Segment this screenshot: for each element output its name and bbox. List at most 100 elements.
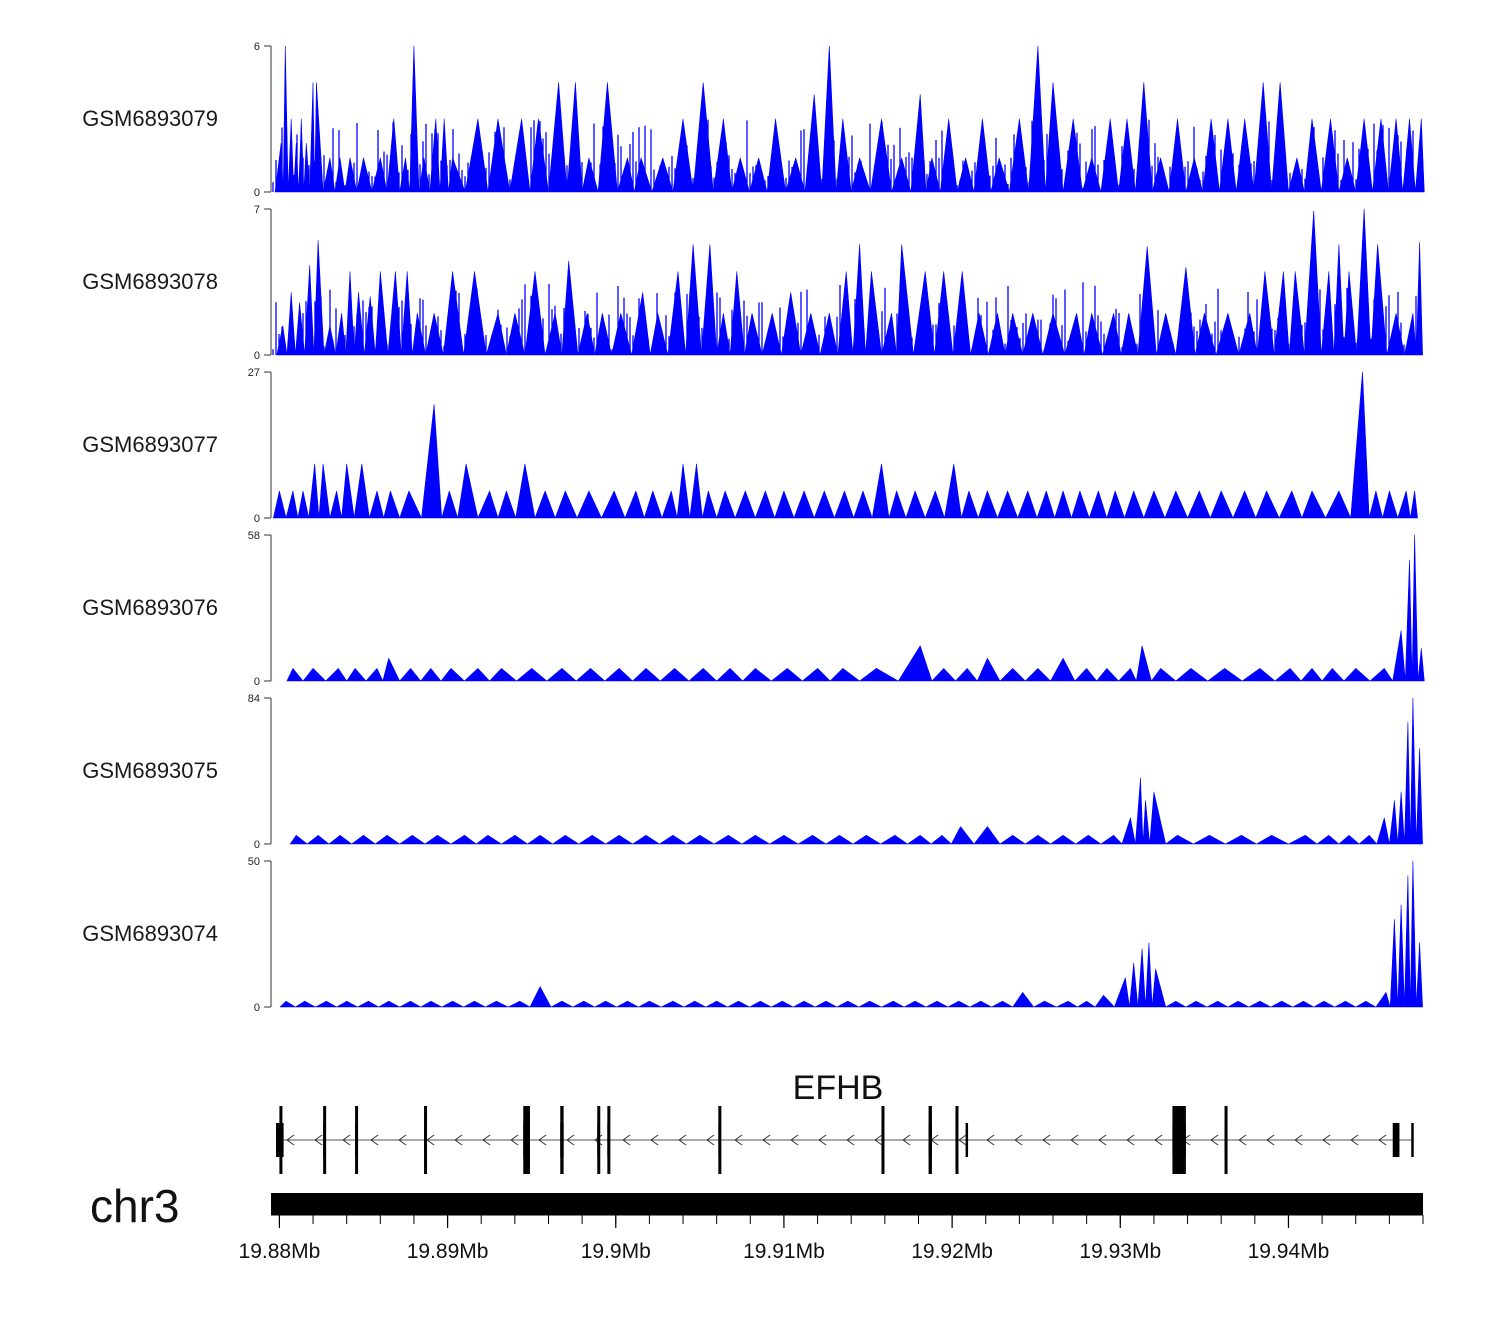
- strand-chevron: [1266, 1134, 1275, 1146]
- cds-exon: [355, 1106, 359, 1174]
- track-label: GSM6893074: [82, 921, 218, 946]
- cds-exon: [597, 1106, 601, 1174]
- strand-chevron: [622, 1134, 631, 1146]
- y-tick-label-min: 0: [254, 350, 260, 362]
- cds-exon: [424, 1106, 428, 1174]
- strand-chevron: [1098, 1134, 1107, 1146]
- strand-chevron: [1294, 1134, 1303, 1146]
- chromosome-bar: [271, 1193, 1423, 1215]
- coverage-spikes: [272, 282, 1420, 355]
- track-GSM6893077: GSM6893077 27 0: [82, 367, 1418, 525]
- y-tick-label-max: 84: [248, 693, 260, 705]
- strand-chevron: [762, 1134, 771, 1146]
- coverage-area: [274, 45, 1425, 193]
- y-tick-label-min: 0: [254, 187, 260, 199]
- utr-exon: [1392, 1123, 1400, 1157]
- strand-chevron: [1238, 1134, 1247, 1146]
- cds-exon: [523, 1106, 530, 1174]
- strand-chevron: [1350, 1134, 1359, 1146]
- strand-chevron: [790, 1134, 799, 1146]
- y-tick-label-max: 27: [248, 367, 260, 379]
- y-tick-label-min: 0: [254, 513, 260, 525]
- x-tick-label: 19.93Mb: [1079, 1240, 1161, 1263]
- strand-chevron: [874, 1134, 883, 1146]
- cds-exon: [1172, 1106, 1186, 1174]
- y-tick-label-max: 6: [254, 41, 260, 53]
- x-tick-label: 19.9Mb: [581, 1240, 651, 1263]
- strand-chevron: [566, 1134, 575, 1146]
- y-tick-label-max: 58: [248, 530, 260, 542]
- genome-axis: chr3 19.88Mb 19.89Mb 19.9Mb 19.91Mb 19.92Mb 1…: [90, 1180, 1424, 1263]
- x-tick-label: 19.91Mb: [743, 1240, 825, 1263]
- strand-chevron: [1378, 1134, 1387, 1146]
- coverage-spikes: [272, 119, 1420, 192]
- strand-chevrons: [286, 1134, 1387, 1146]
- y-tick-label-min: 0: [254, 1002, 260, 1014]
- x-tick-label: 19.92Mb: [911, 1240, 993, 1263]
- utr-exon: [1411, 1123, 1414, 1157]
- track-label: GSM6893078: [82, 269, 218, 294]
- strand-chevron: [958, 1134, 967, 1146]
- cds-exon: [955, 1106, 959, 1174]
- cds-exon: [323, 1106, 327, 1174]
- cds-exon: [718, 1106, 722, 1174]
- strand-chevron: [314, 1134, 323, 1146]
- strand-chevron: [454, 1134, 463, 1146]
- coverage-area: [286, 534, 1425, 682]
- y-tick-label-min: 0: [254, 676, 260, 688]
- strand-chevron: [510, 1134, 519, 1146]
- y-tick-label-max: 7: [254, 204, 260, 216]
- track-label: GSM6893076: [82, 595, 218, 620]
- coverage-area: [279, 860, 1423, 1008]
- cds-exon: [881, 1106, 885, 1174]
- y-tick-label-max: 50: [248, 856, 260, 868]
- strand-chevron: [538, 1134, 547, 1146]
- track-GSM6893078: GSM6893078 7 0: [82, 204, 1423, 362]
- strand-chevron: [370, 1134, 379, 1146]
- chromosome-label: chr3: [90, 1180, 179, 1232]
- coverage-area: [276, 208, 1423, 356]
- track-label: GSM6893075: [82, 758, 218, 783]
- strand-chevron: [398, 1134, 407, 1146]
- y-tick-label-min: 0: [254, 839, 260, 851]
- track-label: GSM6893077: [82, 432, 218, 457]
- strand-chevron: [818, 1134, 827, 1146]
- track-GSM6893076: GSM6893076 58 0: [82, 530, 1425, 688]
- coverage-area: [273, 371, 1418, 519]
- strand-chevron: [1014, 1134, 1023, 1146]
- strand-chevron: [1210, 1134, 1219, 1146]
- x-tick-label: 19.94Mb: [1248, 1240, 1330, 1263]
- track-GSM6893079: GSM6893079 6 0: [82, 41, 1425, 199]
- strand-chevron: [1070, 1134, 1079, 1146]
- strand-chevron: [1042, 1134, 1051, 1146]
- x-tick-label: 19.89Mb: [407, 1240, 489, 1263]
- track-label: GSM6893079: [82, 106, 218, 131]
- strand-chevron: [342, 1134, 351, 1146]
- strand-chevron: [1154, 1134, 1163, 1146]
- track-GSM6893075: GSM6893075 84 0: [82, 693, 1423, 851]
- gene-name-label: EFHB: [793, 1069, 884, 1107]
- gene-annotation-track: EFHB: [276, 1069, 1414, 1174]
- cds-exon: [560, 1106, 564, 1174]
- cds-exon: [279, 1106, 283, 1174]
- x-tick-label: 19.88Mb: [239, 1240, 321, 1263]
- strand-chevron: [846, 1134, 855, 1146]
- strand-chevron: [678, 1134, 687, 1146]
- cds-exon: [928, 1106, 932, 1174]
- strand-chevron: [1126, 1134, 1135, 1146]
- utr-exon: [965, 1123, 969, 1157]
- strand-chevron: [734, 1134, 743, 1146]
- cds-exon: [607, 1106, 611, 1174]
- coverage-area: [289, 697, 1423, 845]
- strand-chevron: [426, 1134, 435, 1146]
- strand-chevron: [286, 1134, 295, 1146]
- cds-exon: [1224, 1106, 1228, 1174]
- strand-chevron: [650, 1134, 659, 1146]
- strand-chevron: [986, 1134, 995, 1146]
- coverage-tracks: GSM689307960GSM689307870GSM6893077270GSM…: [82, 41, 1425, 1014]
- strand-chevron: [1322, 1134, 1331, 1146]
- strand-chevron: [706, 1134, 715, 1146]
- track-GSM6893074: GSM6893074 50 0: [82, 856, 1423, 1014]
- strand-chevron: [902, 1134, 911, 1146]
